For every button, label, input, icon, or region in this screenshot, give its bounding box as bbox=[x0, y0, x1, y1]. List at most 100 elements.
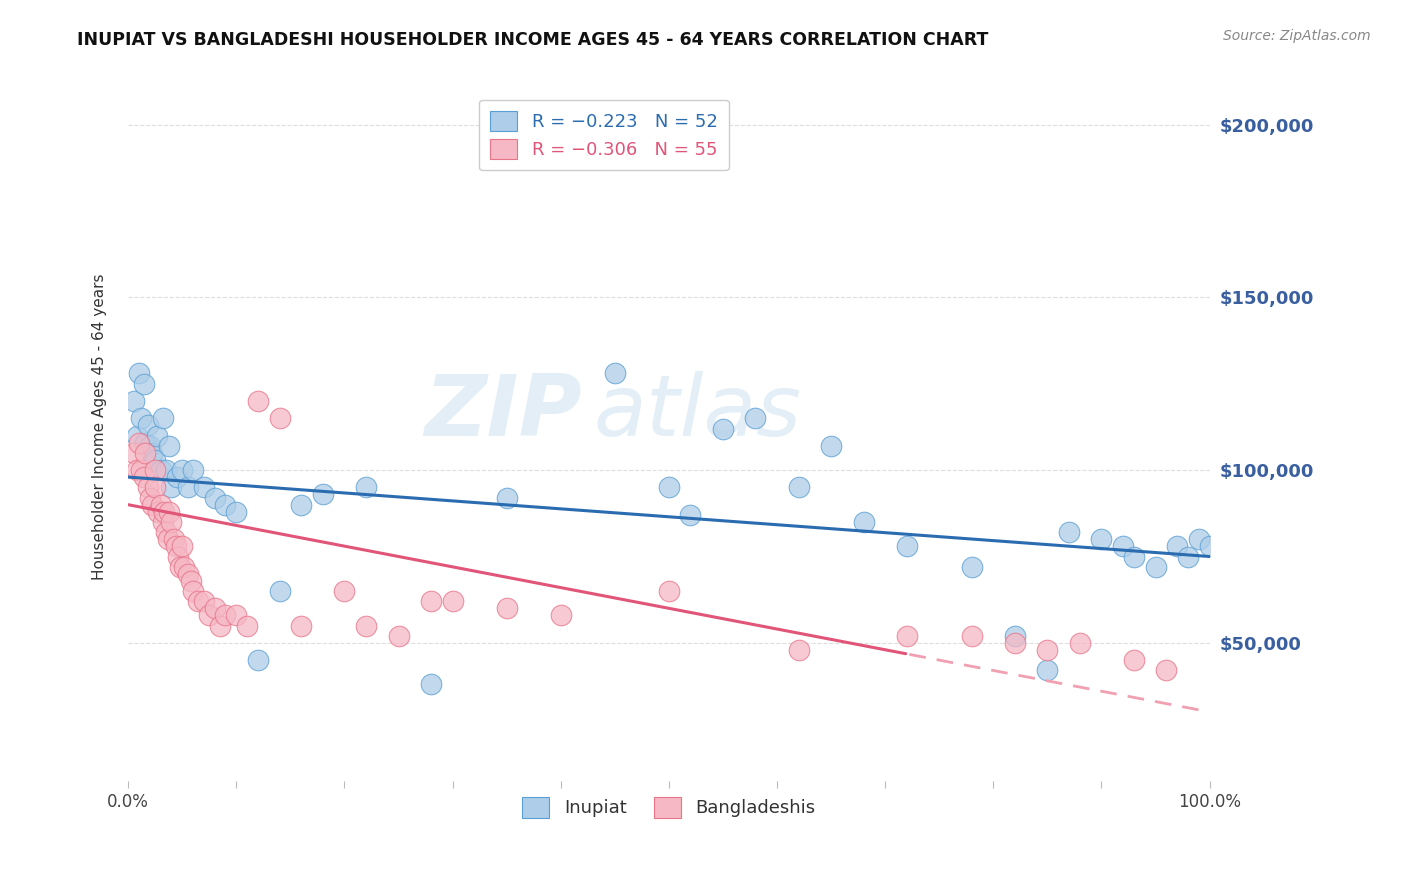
Point bbox=[354, 480, 377, 494]
Point bbox=[290, 618, 312, 632]
Point bbox=[787, 642, 810, 657]
Point bbox=[143, 452, 166, 467]
Point bbox=[495, 491, 517, 505]
Y-axis label: Householder Income Ages 45 - 64 years: Householder Income Ages 45 - 64 years bbox=[93, 274, 107, 580]
Point bbox=[152, 411, 174, 425]
Point bbox=[1036, 664, 1059, 678]
Point bbox=[1144, 559, 1167, 574]
Point bbox=[960, 559, 983, 574]
Text: atlas: atlas bbox=[593, 371, 801, 454]
Point bbox=[125, 428, 148, 442]
Point bbox=[1069, 636, 1091, 650]
Point bbox=[169, 559, 191, 574]
Point bbox=[1122, 653, 1144, 667]
Point bbox=[495, 601, 517, 615]
Point bbox=[679, 508, 702, 522]
Point bbox=[896, 539, 918, 553]
Point bbox=[139, 439, 162, 453]
Point bbox=[852, 515, 875, 529]
Point bbox=[129, 463, 152, 477]
Point bbox=[193, 594, 215, 608]
Point bbox=[246, 394, 269, 409]
Point bbox=[165, 539, 187, 553]
Point bbox=[176, 566, 198, 581]
Point bbox=[658, 584, 681, 599]
Point bbox=[225, 505, 247, 519]
Point bbox=[1004, 629, 1026, 643]
Point bbox=[146, 428, 169, 442]
Point bbox=[134, 446, 156, 460]
Point bbox=[152, 515, 174, 529]
Point bbox=[134, 435, 156, 450]
Point bbox=[162, 533, 184, 547]
Point bbox=[187, 594, 209, 608]
Point bbox=[148, 505, 170, 519]
Point bbox=[204, 601, 226, 615]
Point bbox=[128, 435, 150, 450]
Point bbox=[181, 463, 204, 477]
Point bbox=[122, 394, 145, 409]
Point bbox=[157, 505, 180, 519]
Point bbox=[269, 411, 291, 425]
Point bbox=[333, 584, 356, 599]
Point bbox=[658, 480, 681, 494]
Point bbox=[744, 411, 766, 425]
Point bbox=[136, 480, 159, 494]
Point bbox=[290, 498, 312, 512]
Point bbox=[172, 539, 194, 553]
Point bbox=[354, 618, 377, 632]
Point bbox=[420, 677, 443, 691]
Point bbox=[181, 584, 204, 599]
Point bbox=[1188, 533, 1211, 547]
Point bbox=[122, 446, 145, 460]
Point bbox=[820, 439, 842, 453]
Point bbox=[141, 498, 163, 512]
Point bbox=[1177, 549, 1199, 564]
Point bbox=[155, 463, 177, 477]
Point bbox=[149, 498, 172, 512]
Point bbox=[128, 367, 150, 381]
Point bbox=[441, 594, 464, 608]
Point bbox=[143, 480, 166, 494]
Point bbox=[125, 463, 148, 477]
Point bbox=[157, 439, 180, 453]
Point bbox=[1166, 539, 1188, 553]
Point bbox=[550, 608, 572, 623]
Text: ZIP: ZIP bbox=[425, 371, 582, 454]
Point bbox=[180, 574, 202, 588]
Point bbox=[176, 480, 198, 494]
Point bbox=[1036, 642, 1059, 657]
Point bbox=[198, 608, 221, 623]
Point bbox=[141, 446, 163, 460]
Point bbox=[172, 463, 194, 477]
Point bbox=[312, 487, 335, 501]
Point bbox=[173, 559, 195, 574]
Text: INUPIAT VS BANGLADESHI HOUSEHOLDER INCOME AGES 45 - 64 YEARS CORRELATION CHART: INUPIAT VS BANGLADESHI HOUSEHOLDER INCOM… bbox=[77, 31, 988, 49]
Point bbox=[236, 618, 259, 632]
Point bbox=[787, 480, 810, 494]
Point bbox=[160, 480, 183, 494]
Point bbox=[960, 629, 983, 643]
Point bbox=[167, 549, 190, 564]
Point bbox=[896, 629, 918, 643]
Point bbox=[711, 422, 734, 436]
Legend: Inupiat, Bangladeshis: Inupiat, Bangladeshis bbox=[515, 789, 823, 825]
Point bbox=[1122, 549, 1144, 564]
Point bbox=[149, 463, 172, 477]
Point bbox=[166, 470, 188, 484]
Point bbox=[246, 653, 269, 667]
Point bbox=[1156, 664, 1178, 678]
Point bbox=[134, 376, 156, 391]
Point bbox=[136, 418, 159, 433]
Point bbox=[214, 608, 236, 623]
Point bbox=[139, 491, 162, 505]
Point bbox=[143, 463, 166, 477]
Point bbox=[269, 584, 291, 599]
Point bbox=[209, 618, 232, 632]
Point bbox=[160, 515, 183, 529]
Point bbox=[603, 367, 626, 381]
Point bbox=[1057, 525, 1080, 540]
Text: Source: ZipAtlas.com: Source: ZipAtlas.com bbox=[1223, 29, 1371, 43]
Point bbox=[1004, 636, 1026, 650]
Point bbox=[1198, 539, 1220, 553]
